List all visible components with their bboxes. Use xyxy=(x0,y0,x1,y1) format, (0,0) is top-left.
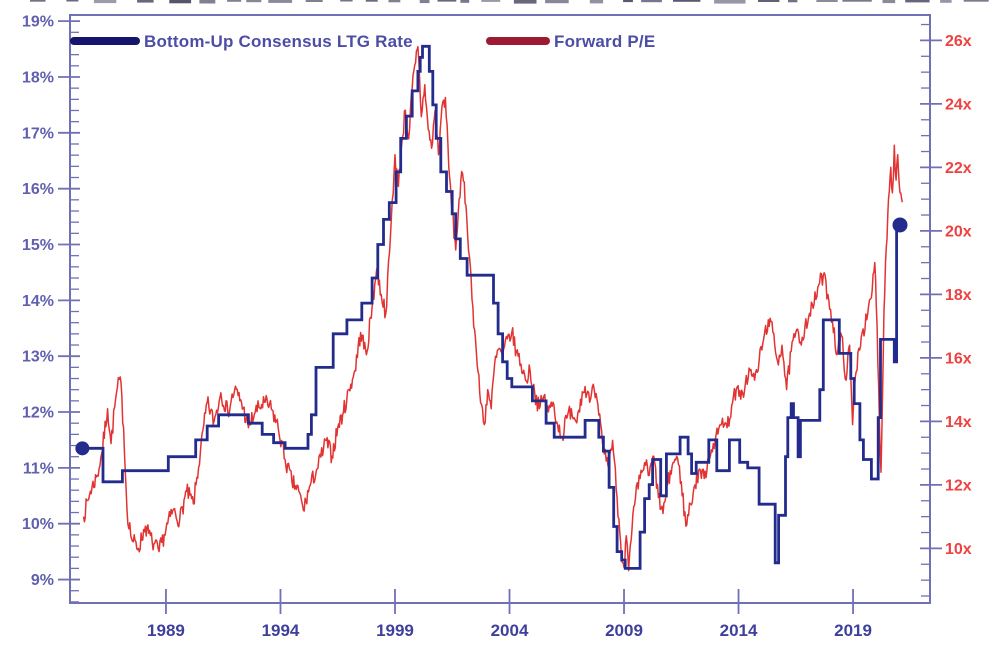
x-axis-tick-label: 2009 xyxy=(605,621,643,640)
x-axis-tick-label: 1994 xyxy=(262,621,300,640)
cropped-text-strip xyxy=(882,0,896,4)
left-axis-tick-label: 12% xyxy=(22,405,54,422)
cropped-text-strip xyxy=(246,0,262,3)
cropped-text-strip xyxy=(30,0,46,2)
x-axis-tick-label: 1989 xyxy=(147,621,185,640)
cropped-text-strip xyxy=(842,0,872,2)
cropped-text-strip xyxy=(66,0,79,2)
right-axis-tick-label: 22x xyxy=(945,160,972,177)
left-axis-tick-label: 19% xyxy=(22,14,54,31)
cropped-text-strip xyxy=(714,0,746,4)
x-axis-tick-label: 2014 xyxy=(720,621,758,640)
right-axis-tick-label: 16x xyxy=(945,350,972,367)
cropped-text-strip xyxy=(545,0,569,4)
right-axis-tick-label: 10x xyxy=(945,541,972,558)
cropped-text-strip xyxy=(93,0,117,4)
x-axis-tick-label: 2004 xyxy=(491,621,529,640)
cropped-text-strip xyxy=(940,0,952,3)
right-axis-tick-label: 14x xyxy=(945,414,972,431)
cropped-text-strip xyxy=(169,0,192,4)
x-axis-tick-label: 1999 xyxy=(376,621,414,640)
left-axis-tick-label: 18% xyxy=(22,69,54,86)
cropped-text-strip xyxy=(227,0,242,2)
left-axis-tick-label: 15% xyxy=(22,237,54,254)
ltg-start-dot-marker xyxy=(75,441,90,456)
cropped-text-strip xyxy=(340,0,353,2)
cropped-text-strip xyxy=(641,0,662,3)
left-axis-tick-label: 16% xyxy=(22,181,54,198)
left-axis-tick-label: 9% xyxy=(31,572,54,589)
right-axis-tick-label: 20x xyxy=(945,223,972,240)
left-axis-tick-label: 13% xyxy=(22,349,54,366)
cropped-text-strip xyxy=(388,0,401,3)
cropped-text-strip xyxy=(788,0,798,3)
left-axis-tick-label: 17% xyxy=(22,125,54,142)
cropped-text-strip xyxy=(268,0,293,3)
cropped-text-strip xyxy=(513,0,537,4)
cropped-text-strip xyxy=(963,0,989,2)
cropped-text-strip xyxy=(365,0,378,2)
left-axis-tick-label: 10% xyxy=(22,516,54,533)
plot-frame xyxy=(69,14,931,604)
cropped-text-strip xyxy=(623,0,633,3)
cropped-text-strip xyxy=(758,0,780,2)
cropped-text-strip xyxy=(305,0,323,2)
ltg-legend-label: Bottom-Up Consensus LTG Rate xyxy=(144,32,413,51)
forward-pe-line xyxy=(82,45,904,572)
right-axis-tick-label: 18x xyxy=(945,287,972,304)
cropped-text-strip xyxy=(419,0,430,4)
x-axis-tick-label: 2019 xyxy=(834,621,872,640)
left-axis-tick-label: 14% xyxy=(22,293,54,310)
right-axis-tick-label: 12x xyxy=(945,477,972,494)
cropped-text-strip xyxy=(460,0,470,3)
cropped-text-strip xyxy=(905,0,930,3)
forward-pe-legend-label: Forward P/E xyxy=(554,32,655,51)
cropped-text-strip xyxy=(481,0,501,2)
left-axis-tick-label: 11% xyxy=(23,460,54,477)
ltg-rate-step-line xyxy=(82,44,900,570)
cropped-text-strip xyxy=(816,0,838,2)
right-axis-tick-label: 24x xyxy=(945,96,972,113)
cropped-text-strip xyxy=(199,0,216,4)
cropped-text-strip xyxy=(137,0,154,3)
cropped-text-strip xyxy=(589,0,604,4)
right-axis-tick-label: 26x xyxy=(945,33,972,50)
cropped-text-strip xyxy=(673,0,701,2)
cropped-text-strip xyxy=(437,0,457,2)
ltg-end-dot-marker xyxy=(892,217,908,233)
